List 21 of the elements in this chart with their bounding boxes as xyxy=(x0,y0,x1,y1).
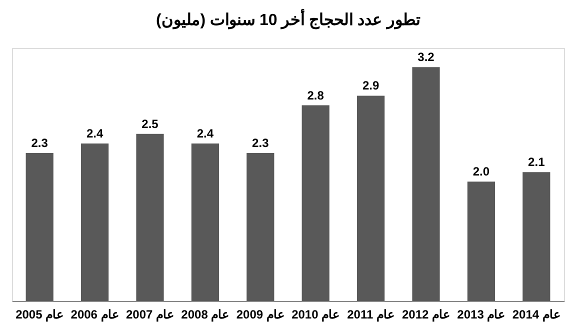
x-tick-label: عام 2006 xyxy=(70,308,119,322)
x-tick-label: عام 2007 xyxy=(126,308,174,322)
chart-title: تطور عدد الحجاج أخر 10 سنوات (مليون) xyxy=(156,8,422,30)
x-tick-label: عام 2013 xyxy=(457,308,506,322)
data-label: 2.8 xyxy=(307,88,324,102)
data-label: 2.4 xyxy=(196,126,214,140)
data-label: 2.3 xyxy=(31,136,48,150)
x-tick-label: عام 2011 xyxy=(347,308,394,322)
x-tick-label: عام 2009 xyxy=(236,308,284,322)
x-tick-label: عام 2010 xyxy=(292,308,340,322)
data-label: 2.9 xyxy=(362,78,380,93)
data-label: 2.1 xyxy=(528,155,546,170)
data-label: 2.0 xyxy=(472,164,490,179)
data-label: 3.2 xyxy=(418,50,435,64)
x-tick-label: عام 2005 xyxy=(16,308,64,322)
data-label: 2.3 xyxy=(252,136,270,150)
data-label: 2.5 xyxy=(142,116,159,131)
x-tick-label: عام 2008 xyxy=(181,308,230,322)
x-tick-label: عام 2012 xyxy=(402,308,450,322)
data-label: 2.4 xyxy=(86,126,104,140)
x-tick-label: عام 2014 xyxy=(512,308,560,322)
